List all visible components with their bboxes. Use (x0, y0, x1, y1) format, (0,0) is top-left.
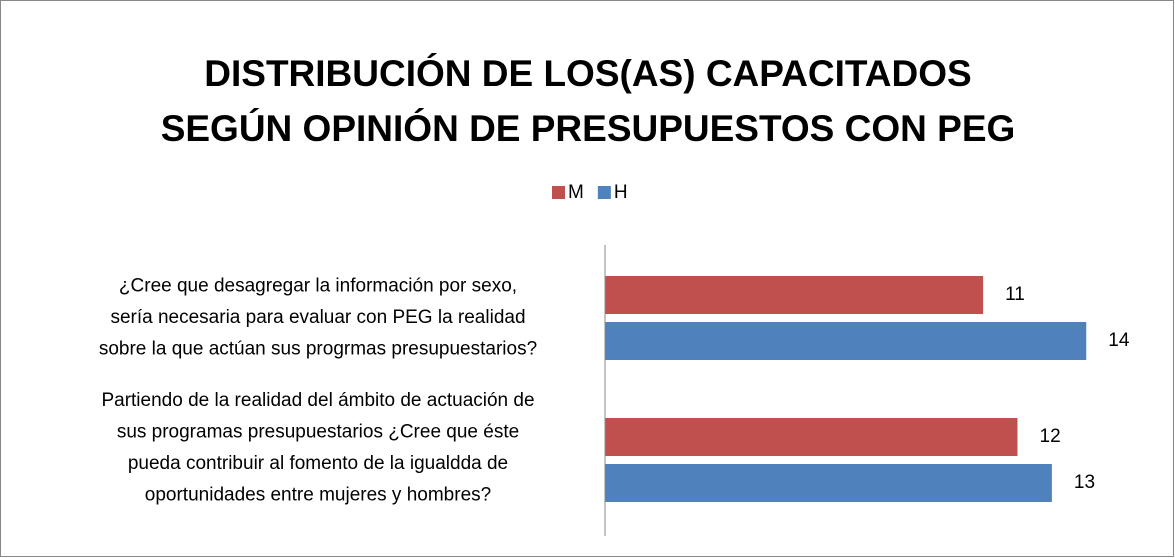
legend-swatch (597, 186, 611, 199)
bar (605, 276, 984, 314)
category-label: sería necesaria para evaluar con PEG la … (110, 307, 525, 328)
legend-label: M (568, 182, 584, 203)
value-label: 12 (1040, 426, 1061, 447)
chart-title: SEGÚN OPINIÓN DE PRESUPUESTOS CON PEG (161, 107, 1016, 149)
value-label: 14 (1108, 330, 1130, 351)
bar (605, 464, 1052, 502)
legend-label: H (614, 182, 628, 203)
category-label: ¿Cree que desagregar la información por … (119, 276, 517, 297)
bar (605, 418, 1018, 456)
category-label: oportunidades entre mujeres y hombres? (145, 484, 491, 505)
category-label: sobre la que actúan sus progrmas presupu… (99, 339, 537, 360)
legend-swatch (552, 186, 565, 199)
value-label: 13 (1074, 472, 1095, 493)
value-label: 11 (1005, 284, 1025, 305)
category-label: pueda contribuir al fomento de la iguald… (128, 453, 508, 474)
category-label: Partiendo de la realidad del ámbito de a… (101, 390, 534, 411)
category-label: sus programas presupuestarios ¿Cree que … (117, 421, 519, 442)
chart-title: DISTRIBUCIÓN DE LOS(AS) CAPACITADOS (204, 52, 971, 94)
bar (605, 322, 1087, 360)
